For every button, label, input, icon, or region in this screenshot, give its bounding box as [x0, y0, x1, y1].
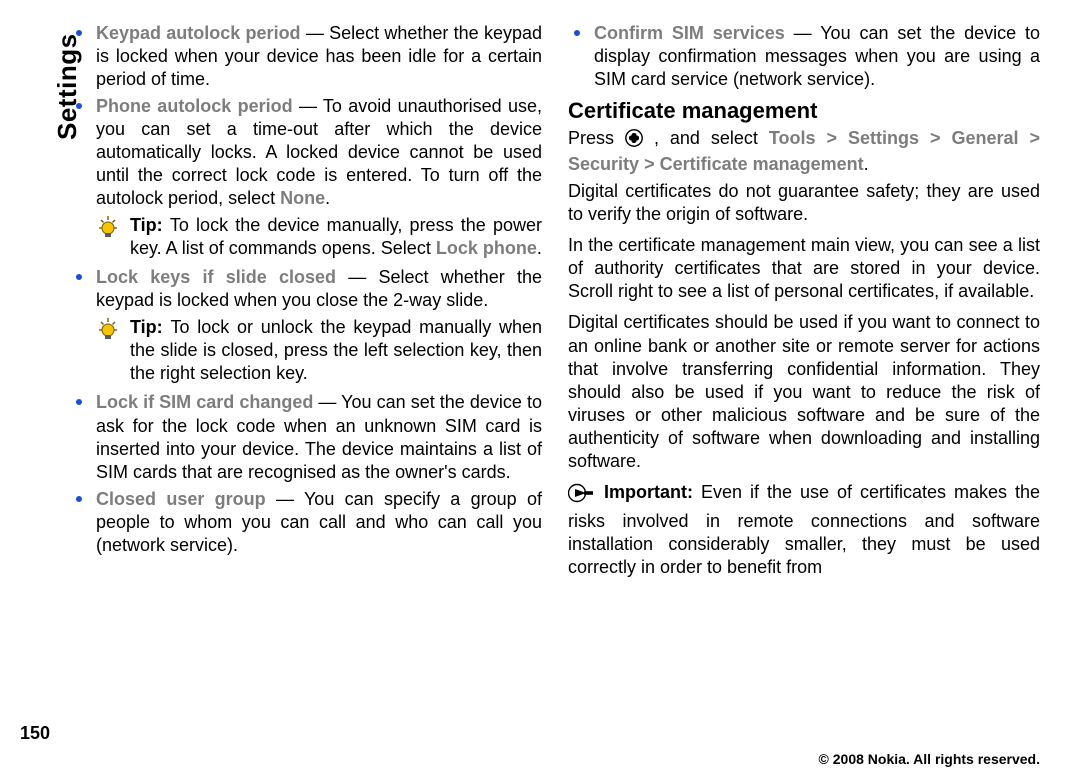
copyright-footer: © 2008 Nokia. All rights reserved.: [819, 751, 1040, 767]
nav-sep: >: [1030, 128, 1041, 148]
settings-list: Lock if SIM card changed — You can set t…: [70, 391, 542, 556]
nav-sep: >: [644, 154, 660, 174]
nav-sep: >: [930, 128, 951, 148]
manual-page: Settings 150 © 2008 Nokia. All rights re…: [0, 0, 1080, 779]
option-name: Lock keys if slide closed: [96, 267, 336, 287]
lightbulb-icon: [96, 316, 122, 350]
setting-item: Keypad autolock period — Select whether …: [70, 22, 542, 91]
settings-list: Confirm SIM services — You can set the d…: [568, 22, 1040, 91]
important-label: Important:: [604, 482, 693, 502]
nav-step: Tools: [769, 128, 816, 148]
tip-block: Tip: To lock or unlock the keypad manual…: [70, 316, 542, 385]
tip-text: Tip: To lock or unlock the keypad manual…: [130, 316, 542, 385]
home-key-icon: [625, 129, 643, 153]
text: .: [537, 238, 542, 258]
left-column: Keypad autolock period — Select whether …: [70, 22, 542, 722]
right-column: Confirm SIM services — You can set the d…: [568, 22, 1040, 722]
tip-label: Tip:: [130, 317, 170, 337]
nav-sep: >: [827, 128, 848, 148]
nav-path-line: Press , and select Tools > Settings > Ge…: [568, 127, 1040, 176]
keyword: Lock phone: [436, 238, 537, 258]
arrow-right-icon: [568, 482, 594, 510]
option-name: Keypad autolock period: [96, 23, 301, 43]
tip-body: To lock or unlock the keypad manually wh…: [130, 317, 542, 383]
tip-block: Tip: To lock the device manually, press …: [70, 214, 542, 260]
option-name: Phone autolock period: [96, 96, 293, 116]
text: .: [325, 188, 330, 208]
nav-step: General: [951, 128, 1018, 148]
setting-item: Lock if SIM card changed — You can set t…: [70, 391, 542, 483]
option-name: Closed user group: [96, 489, 266, 509]
option-name: Lock if SIM card changed: [96, 392, 313, 412]
paragraph: In the certificate management main view,…: [568, 234, 1040, 303]
setting-item: Phone autolock period — To avoid unautho…: [70, 95, 542, 210]
nav-step: Security: [568, 154, 639, 174]
paragraph: Digital certificates should be used if y…: [568, 311, 1040, 472]
section-heading: Certificate management: [568, 97, 1040, 125]
keyword: None: [280, 188, 325, 208]
page-number: 150: [20, 723, 50, 744]
setting-item: Confirm SIM services — You can set the d…: [568, 22, 1040, 91]
text: .: [864, 154, 869, 174]
settings-list: Lock keys if slide closed — Select wheth…: [70, 266, 542, 312]
lightbulb-icon: [96, 214, 122, 248]
settings-list: Keypad autolock period — Select whether …: [70, 22, 542, 210]
setting-item: Closed user group — You can specify a gr…: [70, 488, 542, 557]
important-block: Important: Even if the use of certificat…: [568, 481, 1040, 579]
option-name: Confirm SIM services: [594, 23, 785, 43]
nav-step: Certificate management: [660, 154, 864, 174]
nav-step: Settings: [848, 128, 919, 148]
paragraph: Digital certificates do not guarantee sa…: [568, 180, 1040, 226]
tip-text: Tip: To lock the device manually, press …: [130, 214, 542, 260]
text: Press: [568, 128, 625, 148]
text: , and select: [654, 128, 769, 148]
setting-item: Lock keys if slide closed — Select wheth…: [70, 266, 542, 312]
tip-label: Tip:: [130, 215, 170, 235]
two-column-layout: Keypad autolock period — Select whether …: [70, 22, 1040, 722]
